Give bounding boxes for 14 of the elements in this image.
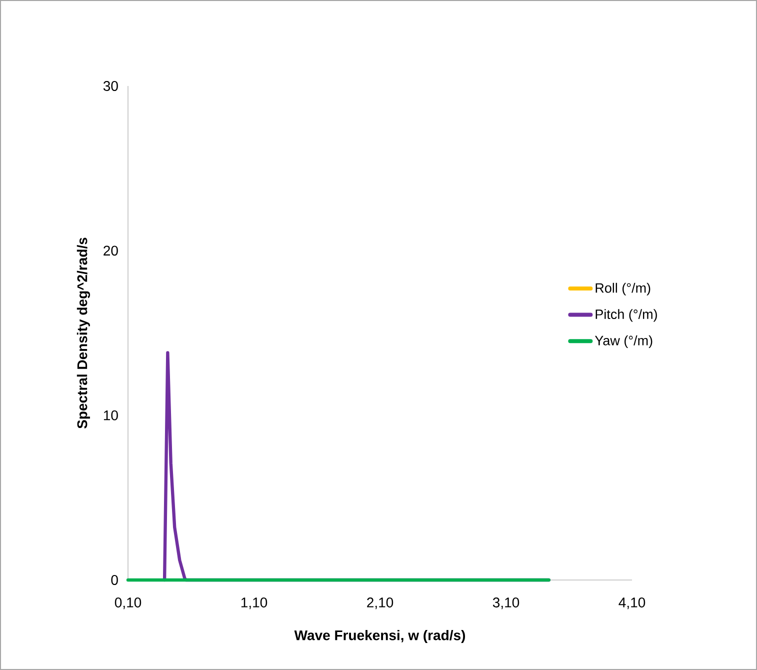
legend-label: Roll (°/m) (596, 282, 650, 296)
y-tick-label: 30 (103, 81, 118, 91)
y-tick-label: 20 (104, 246, 118, 256)
y-axis-title: Spectral Density deg^2/rad/s (76, 238, 90, 428)
x-tick-label: 3,10 (492, 598, 520, 610)
x-tick-label: 1,10 (241, 598, 268, 610)
y-tick-label: 0 (111, 575, 118, 585)
x-tick-label: 0,10 (114, 598, 142, 610)
legend-label: Pitch (°/m) (596, 309, 657, 322)
x-axis-title: Wave Fruekensi, w (rad/s) (294, 630, 466, 644)
legend-label: Yaw (°/m) (594, 335, 652, 348)
x-tick-label: 4,10 (618, 598, 646, 610)
y-tick-label: 10 (104, 410, 118, 420)
x-tick-label: 2,10 (367, 598, 394, 610)
